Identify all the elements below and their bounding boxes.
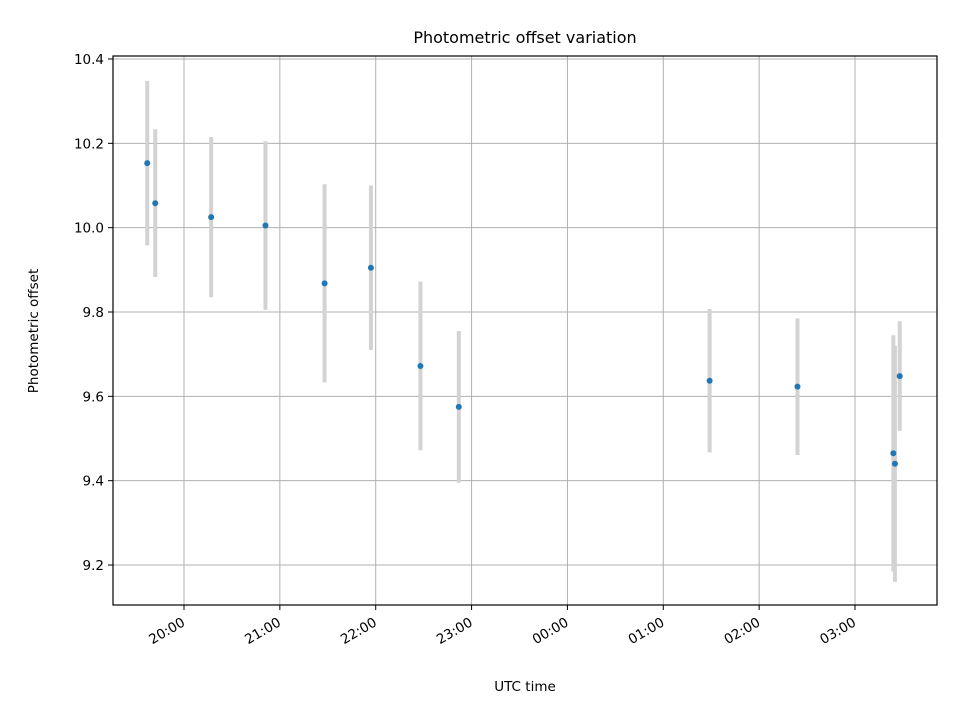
data-point [152,200,159,207]
y-axis-label: Photometric offset [26,269,42,393]
x-tick-label: 22:00 [338,615,380,648]
data-point [208,214,215,221]
y-tick-label: 10.2 [74,136,104,152]
y-tick-label: 9.4 [83,474,104,490]
data-point [794,383,801,390]
data-point [262,222,269,229]
x-tick-label: 20:00 [146,615,188,648]
y-tick-label: 10.0 [74,221,104,237]
y-tick-label: 9.2 [83,558,104,574]
x-tick-label: 00:00 [530,615,572,648]
x-tick-label: 01:00 [626,615,668,648]
x-tick-label: 21:00 [242,615,284,648]
x-axis-ticks: 20:00 21:00 22:00 23:00 00:00 01:00 02:00 03:00 [146,605,859,648]
data-point [455,403,462,410]
y-axis-ticks: 9.2 9.4 9.6 9.8 10.0 10.2 10.4 [74,52,113,574]
data-points [144,160,903,467]
data-point [706,377,713,384]
y-tick-label: 9.6 [83,389,104,405]
x-tick-label: 23:00 [434,615,476,648]
data-point [144,160,151,167]
y-tick-label: 10.4 [74,52,104,68]
plot-frame [112,55,938,606]
data-point [891,460,898,467]
chart-title: Photometric offset variation [413,28,636,47]
x-tick-label: 03:00 [817,615,859,648]
data-point [367,264,374,271]
data-point [417,362,424,369]
x-tick-label: 02:00 [721,615,763,648]
grid-lines [113,56,937,605]
data-point [321,280,328,287]
y-tick-label: 9.8 [83,305,104,321]
data-point [890,450,897,457]
data-point [896,373,903,380]
error-bars [145,80,902,582]
x-axis-label: UTC time [494,679,556,695]
